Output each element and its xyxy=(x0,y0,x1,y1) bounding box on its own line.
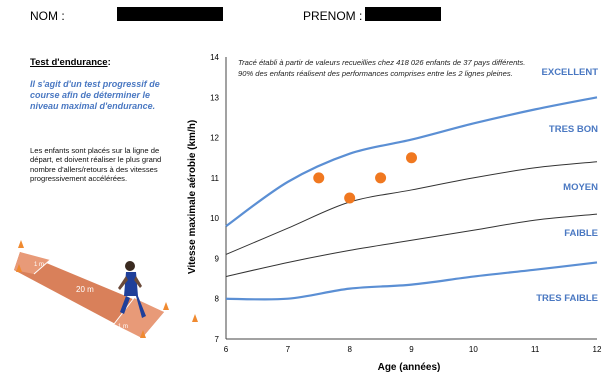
test-body: Les enfants sont placés sur la ligne de … xyxy=(30,146,162,184)
y-tick-label: 8 xyxy=(215,295,220,304)
test-title-text: Test d'endurance xyxy=(30,57,108,68)
zone-label-right: 1 m xyxy=(118,324,128,330)
x-tick-label: 11 xyxy=(531,345,540,354)
level-label-3: FAIBLE xyxy=(564,228,598,240)
y-tick-label: 14 xyxy=(210,53,219,62)
test-title-suffix: : xyxy=(107,57,111,68)
x-tick-label: 8 xyxy=(347,345,352,354)
cone-icon xyxy=(163,302,169,310)
cone-icon xyxy=(16,264,22,272)
prenom-redaction xyxy=(365,7,441,21)
level-label-1: TRES BON xyxy=(548,123,598,135)
prenom-label: PRENOM : xyxy=(303,9,363,23)
data-point-1 xyxy=(344,192,356,204)
data-point-2 xyxy=(375,172,387,184)
x-tick-label: 12 xyxy=(593,345,602,354)
level-label-2: MOYEN xyxy=(563,181,598,193)
x-tick-label: 7 xyxy=(286,345,291,354)
y-tick-label: 9 xyxy=(215,254,220,263)
x-axis-label: Age (années) xyxy=(378,362,441,373)
runner-figure xyxy=(118,261,146,318)
x-tick-label: 6 xyxy=(224,345,229,354)
chart-note: Tracé établi à partir de valeurs recueil… xyxy=(238,58,526,78)
y-tick-label: 10 xyxy=(210,214,219,223)
series-line-1 xyxy=(225,161,598,255)
test-description: Il s'agit d'un test progressif de course… xyxy=(30,79,160,111)
data-point-3 xyxy=(406,152,417,164)
data-point-0 xyxy=(313,172,325,184)
level-label-0: EXCELLENT xyxy=(541,67,598,79)
y-tick-label: 7 xyxy=(215,335,220,344)
test-title: Test d'endurance : xyxy=(30,57,111,68)
y-tick-label: 13 xyxy=(210,93,219,102)
cone-icon xyxy=(18,240,24,248)
zone-label-left: 1 m xyxy=(34,262,44,268)
series-line-3 xyxy=(225,261,598,301)
field-zone-left xyxy=(14,252,50,274)
nom-redaction xyxy=(117,7,223,21)
series-line-2 xyxy=(225,213,598,278)
field-length-label: 20 m xyxy=(76,285,94,294)
field-line-left xyxy=(33,259,51,275)
cone-icon xyxy=(192,314,198,322)
series-line-0 xyxy=(225,96,598,228)
x-tick-label: 10 xyxy=(469,345,478,354)
running-field-illustration: 20 m 1 m 1 m xyxy=(14,240,198,338)
y-axis-label: Vitesse maximale aérobie (km/h) xyxy=(187,120,198,274)
x-tick-label: 9 xyxy=(409,345,414,354)
y-tick-label: 12 xyxy=(210,134,219,143)
nom-label: NOM : xyxy=(30,9,65,23)
y-tick-label: 11 xyxy=(211,174,220,183)
cone-icon xyxy=(140,330,146,338)
level-label-4: TRES FAIBLE xyxy=(536,292,598,304)
